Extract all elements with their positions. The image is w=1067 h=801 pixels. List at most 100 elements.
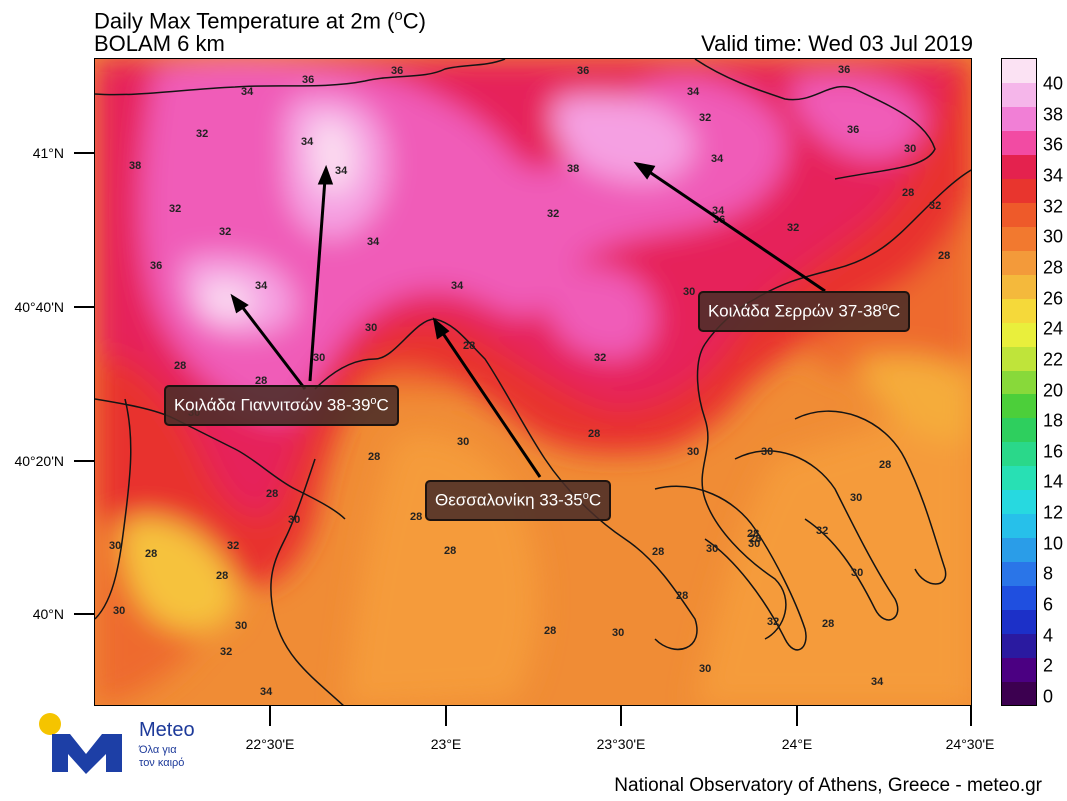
contour-label: 32 [699, 112, 711, 124]
legend-label: 8 [1043, 563, 1054, 584]
xtick [796, 706, 798, 726]
contour-label: 30 [683, 286, 695, 298]
legend-bin [1002, 441, 1036, 467]
legend-label: 12 [1043, 502, 1064, 523]
contour-label: 34 [241, 86, 254, 98]
contour-label: 34 [711, 153, 724, 165]
legend-bin [1002, 370, 1036, 395]
contour-label: 30 [288, 514, 300, 526]
contour-label: 38 [129, 160, 141, 172]
legend-label: 26 [1043, 288, 1064, 309]
xlabel-24e: 24°E [781, 736, 813, 752]
xlabel-22-30e: 22°30'E [245, 736, 295, 752]
contour-label: 32 [929, 200, 941, 212]
model-label: BOLAM 6 km [94, 31, 225, 56]
contour-label: 32 [196, 128, 208, 140]
legend-bin [1002, 417, 1036, 443]
xlabel-23e: 23°E [430, 736, 462, 752]
contour-label: 36 [847, 124, 859, 136]
legend-label: 22 [1043, 349, 1064, 370]
contour-label: 32 [227, 540, 239, 552]
legend-bin [1002, 346, 1036, 371]
legend-bin [1002, 202, 1036, 227]
contour-label: 34 [871, 676, 884, 688]
contour-label: 34 [301, 136, 314, 148]
contour-label: 28 [255, 375, 267, 387]
xlabel-23-30e: 23°30'E [596, 736, 646, 752]
contour-label: 28 [938, 250, 950, 262]
contour-label: 30 [699, 663, 711, 675]
legend-bin [1002, 130, 1036, 156]
contour-label: 32 [767, 616, 779, 628]
legend-label: 30 [1043, 226, 1064, 247]
contour-label: 28 [879, 459, 891, 471]
color-legend [1001, 58, 1037, 706]
contour-label: 30 [235, 620, 247, 632]
contour-label: 32 [547, 208, 559, 220]
contour-label: 28 [822, 618, 834, 630]
legend-bin [1002, 465, 1036, 491]
legend-bin [1002, 513, 1036, 538]
legend-bin [1002, 298, 1036, 323]
contour-label: 28 [544, 625, 556, 637]
contour-label: 28 [652, 546, 664, 558]
xlabel-24-30e: 24°30'E [945, 736, 995, 752]
contour-label: 36 [150, 260, 162, 272]
meteo-logo [38, 712, 133, 774]
legend-bin [1002, 82, 1036, 108]
legend-bin [1002, 178, 1036, 204]
contour-label: 28 [463, 340, 475, 352]
legend-bin [1002, 609, 1036, 634]
contour-label: 30 [904, 143, 916, 155]
contour-label: 34 [687, 86, 700, 98]
legend-label: 18 [1043, 410, 1064, 431]
contour-label: 32 [220, 646, 232, 658]
legend-label: 2 [1043, 655, 1054, 676]
legend-bin [1002, 154, 1036, 180]
contour-label: 30 [687, 446, 699, 458]
legend-bin [1002, 633, 1036, 658]
legend-bin [1002, 250, 1036, 275]
ytick [74, 152, 94, 154]
xtick [970, 706, 972, 726]
contour-label: 28 [588, 428, 600, 440]
contour-label: 28 [444, 545, 456, 557]
legend-label: 34 [1043, 165, 1064, 186]
legend-label: 4 [1043, 625, 1054, 646]
m-icon [52, 734, 122, 774]
contour-label: 30 [851, 567, 863, 579]
legend-bin [1002, 274, 1036, 299]
legend-bin [1002, 489, 1036, 515]
contour-label: 32 [219, 226, 231, 238]
legend-label: 10 [1043, 533, 1064, 554]
legend-label: 40 [1043, 73, 1064, 94]
legend-label: 38 [1043, 104, 1064, 125]
legend-label: 20 [1043, 380, 1064, 400]
contour-label: 34 [367, 236, 380, 248]
logo-brand: Meteo [139, 719, 195, 741]
legend-label: 28 [1043, 257, 1064, 278]
xtick [269, 706, 271, 726]
legend-bin [1002, 322, 1036, 347]
contour-label: 34 [335, 165, 348, 177]
contour-label: 36 [302, 74, 314, 86]
contour-label: 28 [410, 511, 422, 523]
contour-label: 30 [457, 436, 469, 448]
contour-label: 34 [712, 205, 725, 217]
temperature-map: 36 34 36 32 34 34 38 32 32 36 34 34 36 36 34 32 36 30 38 34… [94, 58, 972, 706]
contour-label: 28 [747, 528, 759, 540]
contour-label: 32 [594, 352, 606, 364]
contour-label: 30 [761, 446, 773, 458]
contour-label: 28 [174, 360, 186, 372]
legend-bin [1002, 226, 1036, 251]
contour-label: 30 [313, 352, 325, 364]
legend-label: 14 [1043, 471, 1064, 492]
legend-label: 0 [1043, 686, 1054, 707]
contour-label: 28 [145, 548, 157, 560]
ytick [74, 613, 94, 615]
legend-bin [1002, 537, 1036, 562]
ylabel-40-20n: 40°20'N [14, 453, 64, 469]
xtick [445, 706, 447, 726]
ytick [74, 460, 94, 462]
contour-label: 34 [260, 686, 273, 698]
